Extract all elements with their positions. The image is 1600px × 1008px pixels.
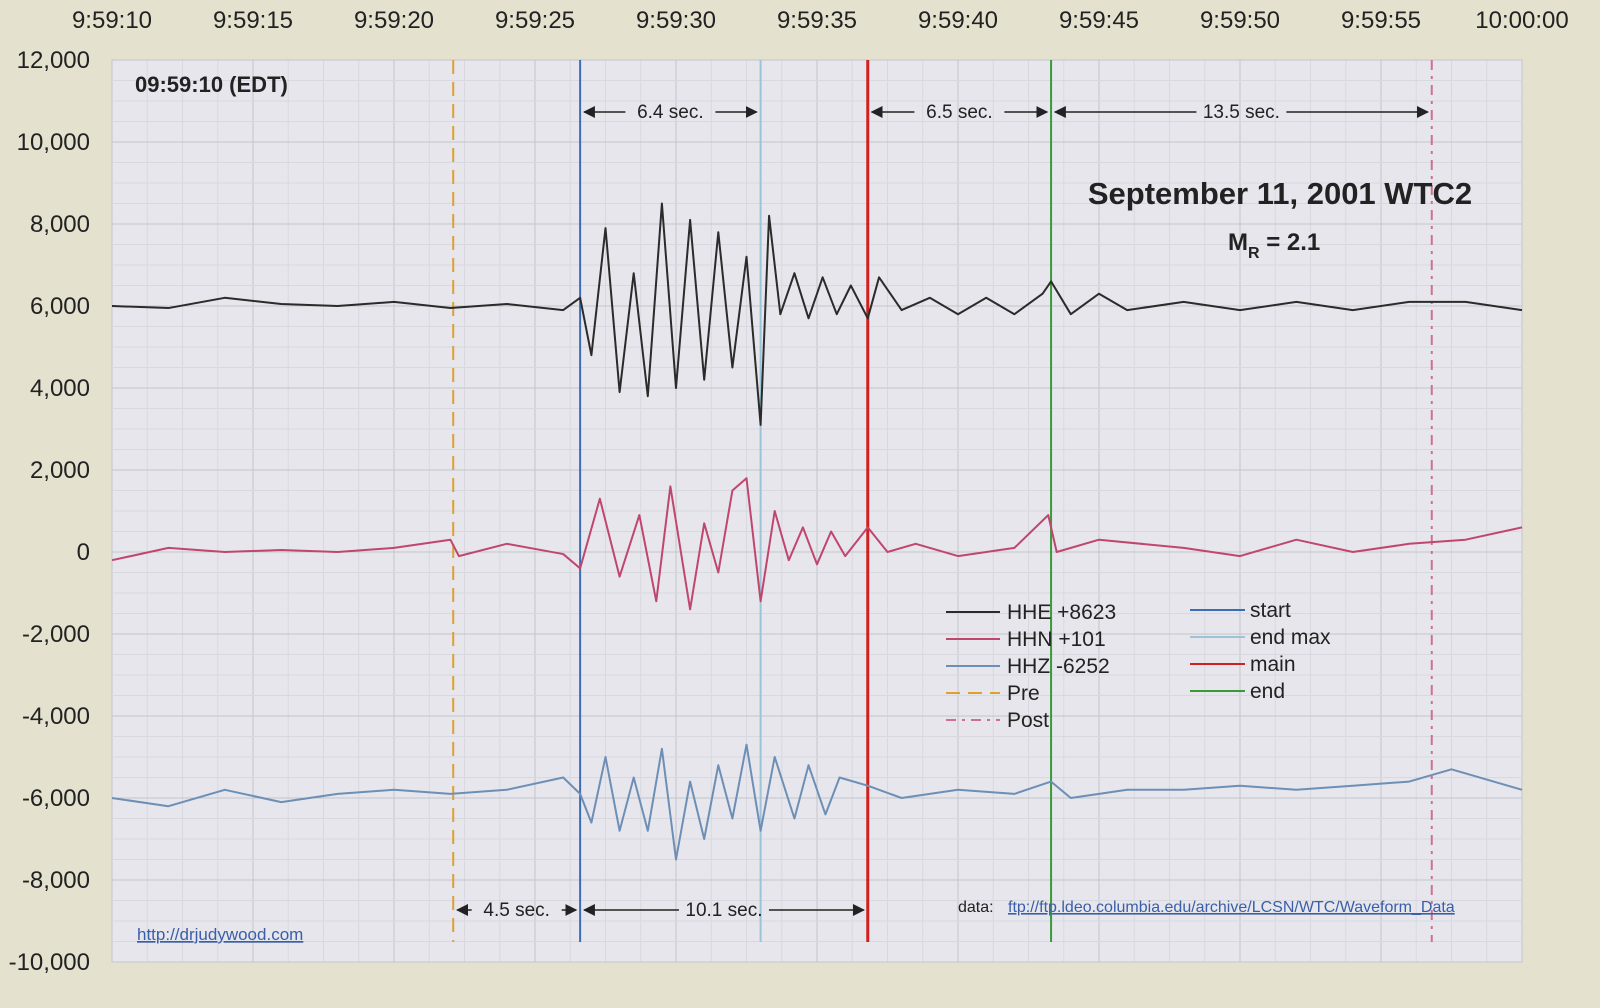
- y-tick-label: 8,000: [30, 211, 90, 238]
- y-tick-label: 10,000: [17, 129, 90, 156]
- x-tick-label: 10:00:00: [1475, 7, 1568, 34]
- interval-label: 6.5 sec.: [926, 102, 993, 123]
- x-tick-label: 9:59:10: [72, 7, 152, 34]
- magnitude-part: = 2.1: [1260, 229, 1321, 256]
- magnitude-label: MR = 2.1: [1228, 229, 1320, 262]
- y-tick-label: 2,000: [30, 457, 90, 484]
- x-tick-label: 9:59:40: [918, 7, 998, 34]
- x-tick-label: 9:59:15: [213, 7, 293, 34]
- data-link[interactable]: ftp://ftp.ldeo.columbia.edu/archive/LCSN…: [1008, 899, 1455, 916]
- y-tick-label: 0: [77, 539, 90, 566]
- legend-label: Pre: [1007, 682, 1040, 705]
- legend-label: HHZ -6252: [1007, 655, 1110, 678]
- magnitude-part: R: [1248, 245, 1260, 262]
- magnitude-part: M: [1228, 229, 1248, 256]
- y-tick-label: -10,000: [9, 949, 90, 976]
- time-label: 09:59:10 (EDT): [135, 72, 288, 97]
- y-tick-label: 12,000: [17, 47, 90, 74]
- legend-label: end: [1250, 680, 1285, 703]
- series-line-HHE: [111, 202, 1523, 426]
- legend-label: start: [1250, 599, 1291, 622]
- interval-label: 10.1 sec.: [685, 900, 762, 921]
- y-tick-label: -4,000: [22, 703, 90, 730]
- x-tick-label: 9:59:35: [777, 7, 857, 34]
- legend-label: HHE +8623: [1007, 601, 1116, 624]
- y-tick-label: -8,000: [22, 867, 90, 894]
- interval-label: 13.5 sec.: [1203, 102, 1280, 123]
- y-tick-label: 4,000: [30, 375, 90, 402]
- credit-link[interactable]: http://drjudywood.com: [137, 925, 303, 944]
- legend-label: HHN +101: [1007, 628, 1106, 651]
- x-tick-label: 9:59:20: [354, 7, 434, 34]
- x-tick-label: 9:59:30: [636, 7, 716, 34]
- x-tick-label: 9:59:55: [1341, 7, 1421, 34]
- interval-label: 4.5 sec.: [483, 900, 550, 921]
- x-tick-label: 9:59:25: [495, 7, 575, 34]
- y-tick-label: 6,000: [30, 293, 90, 320]
- series-line-HHN: [111, 477, 1523, 611]
- interval-label: 6.4 sec.: [637, 102, 704, 123]
- x-tick-label: 9:59:45: [1059, 7, 1139, 34]
- y-tick-label: -2,000: [22, 621, 90, 648]
- x-tick-label: 9:59:50: [1200, 7, 1280, 34]
- legend-label: end max: [1250, 626, 1331, 649]
- legend-label: main: [1250, 653, 1296, 676]
- chart-title: September 11, 2001 WTC2: [1088, 176, 1472, 211]
- y-tick-label: -6,000: [22, 785, 90, 812]
- legend-label: Post: [1007, 709, 1049, 732]
- data-label: data:: [958, 899, 994, 916]
- series-line-HHZ: [111, 743, 1523, 861]
